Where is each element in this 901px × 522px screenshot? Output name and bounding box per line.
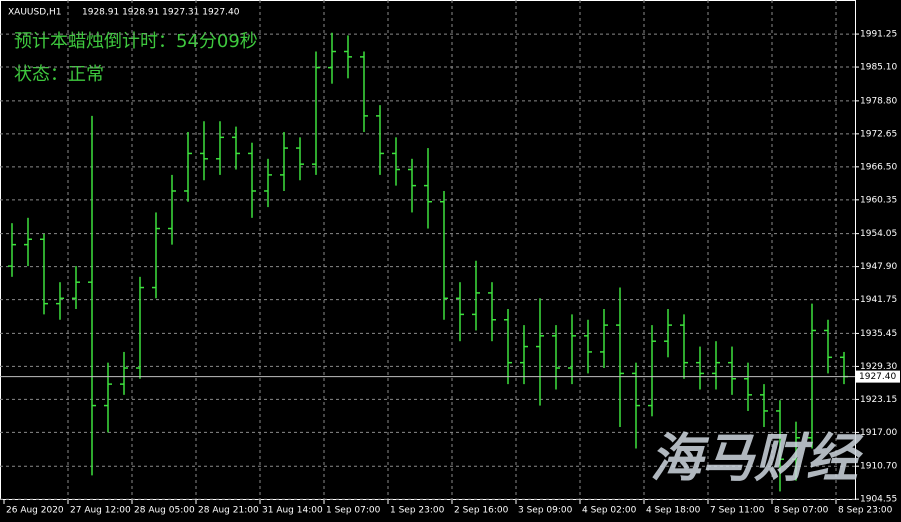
y-tick-label: 1929.30	[860, 362, 897, 372]
y-tick-label: 1923.15	[860, 395, 897, 405]
last-price-label: 1927.40	[859, 372, 896, 382]
y-tick-label: 1935.45	[860, 329, 897, 339]
x-tick-label: 4 Sep 02:00	[582, 506, 637, 516]
y-tick-label: 1947.90	[860, 262, 897, 272]
x-tick-label: 27 Aug 12:00	[70, 506, 131, 516]
x-tick-label: 31 Aug 14:00	[262, 506, 323, 516]
x-tick-label: 7 Sep 11:00	[710, 506, 765, 516]
x-tick-label: 28 Aug 05:00	[134, 506, 195, 516]
x-tick-label: 28 Aug 21:00	[198, 506, 259, 516]
x-tick-label: 1 Sep 07:00	[326, 506, 381, 516]
y-tick-label: 1966.50	[860, 162, 897, 172]
y-tick-label: 1978.80	[860, 96, 897, 106]
y-tick-label: 1917.00	[860, 428, 897, 438]
last-price-box	[856, 370, 900, 383]
x-tick-label: 26 Aug 2020	[6, 506, 64, 516]
y-tick-label: 1910.70	[860, 462, 897, 472]
plot-frame	[0, 0, 856, 500]
x-tick-label: 8 Sep 07:00	[774, 506, 829, 516]
ohlc-info: 1928.91 1928.91 1927.31 1927.40	[82, 8, 240, 18]
watermark: 海马财经	[650, 429, 864, 489]
y-tick-label: 1960.35	[860, 195, 897, 205]
x-tick-label: 8 Sep 23:00	[838, 506, 893, 516]
x-tick-label: 3 Sep 09:00	[518, 506, 573, 516]
y-tick-label: 1941.75	[860, 295, 897, 305]
y-tick-label: 1985.10	[860, 63, 897, 73]
symbol-info: XAUUSD,H1	[8, 8, 62, 18]
y-tick-label: 1991.25	[860, 30, 897, 40]
status: 状态：正常	[14, 64, 104, 85]
y-tick-label: 1972.65	[860, 129, 897, 139]
x-tick-label: 1 Sep 23:00	[390, 506, 445, 516]
y-tick-label: 1954.05	[860, 229, 897, 239]
x-tick-label: 2 Sep 16:00	[454, 506, 509, 516]
y-tick-label: 1904.55	[860, 495, 897, 505]
x-tick-label: 4 Sep 18:00	[646, 506, 701, 516]
countdown: 预计本蜡烛倒计时：54分09秒	[14, 31, 258, 52]
